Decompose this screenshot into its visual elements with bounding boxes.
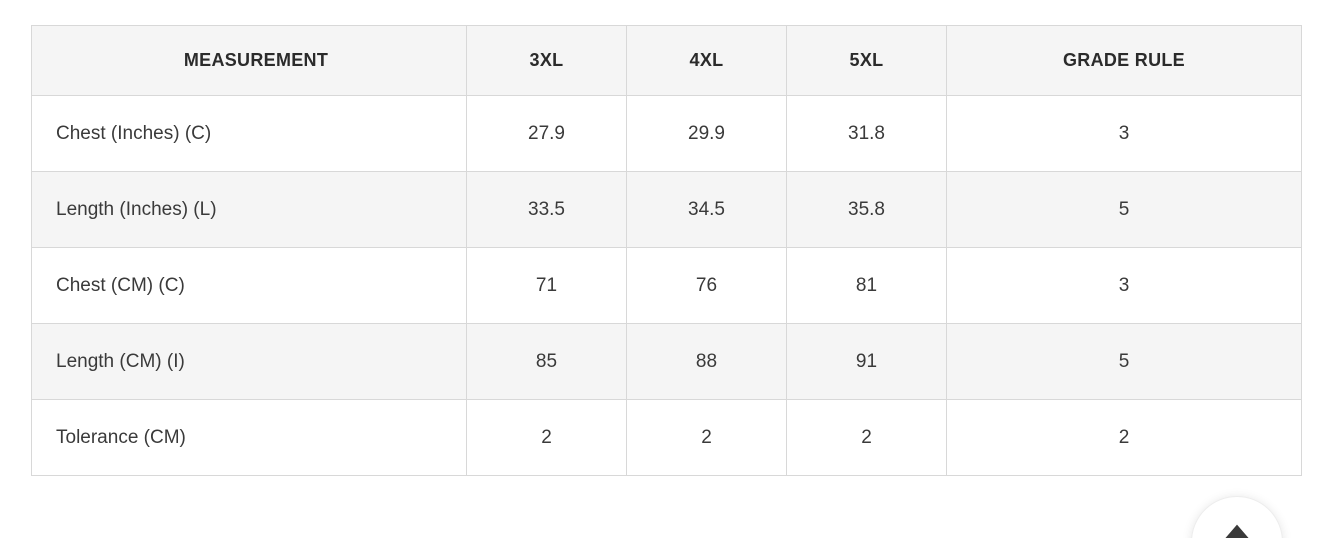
table-row: Length (CM) (I) 85 88 91 5 bbox=[31, 323, 1302, 400]
table-row: Tolerance (CM) 2 2 2 2 bbox=[31, 399, 1302, 476]
measurement-label-cell: Chest (Inches) (C) bbox=[31, 95, 467, 172]
table-header-row: MEASUREMENT 3XL 4XL 5XL GRADE RULE bbox=[31, 25, 1302, 96]
measurement-label-cell: Length (CM) (I) bbox=[31, 323, 467, 400]
value-cell: 2 bbox=[786, 399, 947, 476]
size-table-body: Chest (Inches) (C) 27.9 29.9 31.8 3 Length (I… bbox=[31, 95, 1302, 476]
value-cell: 76 bbox=[626, 247, 787, 324]
measurement-label-cell: Length (Inches) (L) bbox=[31, 171, 467, 248]
value-cell: 34.5 bbox=[626, 171, 787, 248]
value-cell: 85 bbox=[466, 323, 627, 400]
arrow-up-icon bbox=[1225, 524, 1249, 538]
value-cell: 31.8 bbox=[786, 95, 947, 172]
column-header: GRADE RULE bbox=[946, 25, 1302, 96]
value-cell: 2 bbox=[466, 399, 627, 476]
column-header: 4XL bbox=[626, 25, 787, 96]
value-cell: 3 bbox=[946, 247, 1302, 324]
value-cell: 5 bbox=[946, 171, 1302, 248]
value-cell: 2 bbox=[946, 399, 1302, 476]
table-row: Length (Inches) (L) 33.5 34.5 35.8 5 bbox=[31, 171, 1302, 248]
value-cell: 27.9 bbox=[466, 95, 627, 172]
measurement-label-cell: Chest (CM) (C) bbox=[31, 247, 467, 324]
scroll-to-top-button[interactable] bbox=[1191, 496, 1283, 538]
value-cell: 2 bbox=[626, 399, 787, 476]
value-cell: 71 bbox=[466, 247, 627, 324]
value-cell: 81 bbox=[786, 247, 947, 324]
value-cell: 35.8 bbox=[786, 171, 947, 248]
value-cell: 29.9 bbox=[626, 95, 787, 172]
table-row: Chest (Inches) (C) 27.9 29.9 31.8 3 bbox=[31, 95, 1302, 172]
measurement-label-cell: Tolerance (CM) bbox=[31, 399, 467, 476]
column-header: MEASUREMENT bbox=[31, 25, 467, 96]
column-header: 3XL bbox=[466, 25, 627, 96]
size-chart-table: MEASUREMENT 3XL 4XL 5XL GRADE RULE Chest (In… bbox=[31, 25, 1302, 476]
value-cell: 88 bbox=[626, 323, 787, 400]
value-cell: 5 bbox=[946, 323, 1302, 400]
table-row: Chest (CM) (C) 71 76 81 3 bbox=[31, 247, 1302, 324]
value-cell: 3 bbox=[946, 95, 1302, 172]
column-header: 5XL bbox=[786, 25, 947, 96]
size-chart: MEASUREMENT 3XL 4XL 5XL GRADE RULE Chest (In… bbox=[31, 25, 1302, 476]
value-cell: 33.5 bbox=[466, 171, 627, 248]
value-cell: 91 bbox=[786, 323, 947, 400]
